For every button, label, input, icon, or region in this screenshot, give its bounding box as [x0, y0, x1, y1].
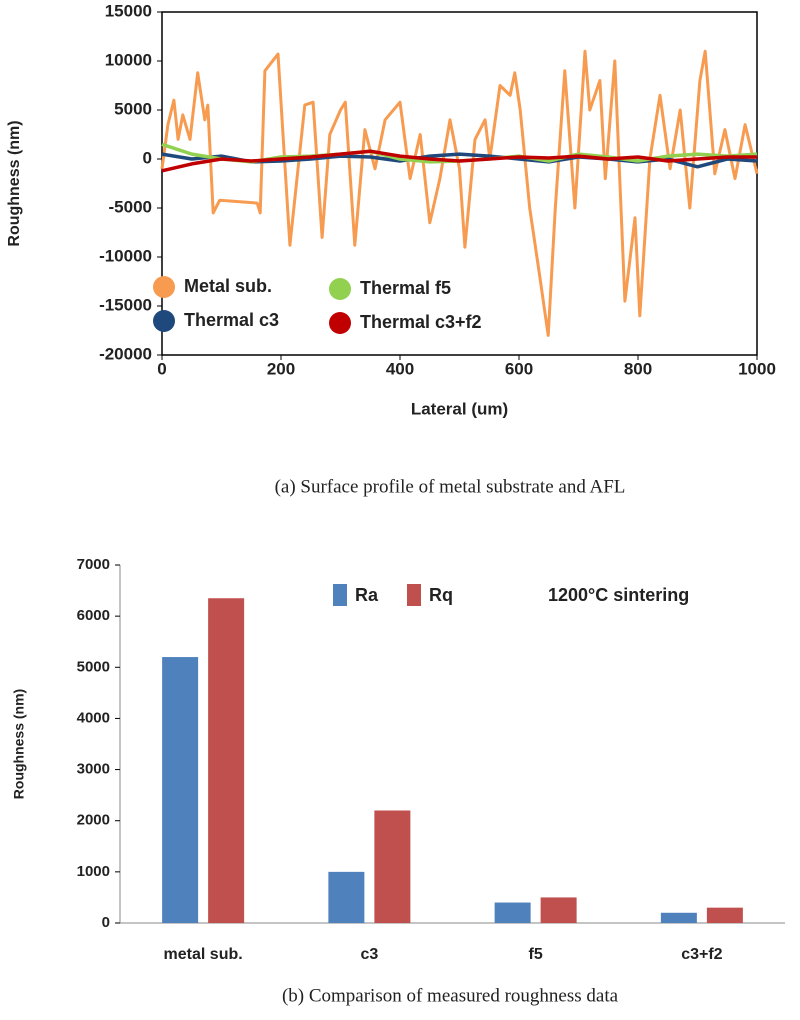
bar [540, 897, 577, 923]
plot-frame [161, 11, 758, 356]
x-tick-label: f5 [529, 946, 543, 963]
bar [208, 598, 245, 923]
y-tick-label: 3000 [77, 761, 110, 778]
y-tick-label: 2000 [77, 812, 110, 829]
x-tick-label: metal sub. [164, 946, 243, 963]
y-tick-label: 4000 [77, 709, 110, 726]
line-series [161, 149, 757, 173]
legend-label: Ra [355, 585, 379, 605]
y-tick-label: 1000 [77, 863, 110, 880]
x-tick-label: 600 [505, 359, 533, 378]
x-tick-label: c3 [360, 946, 378, 963]
legend-swatch [333, 584, 347, 606]
y-axis-title: Roughness (nm) [6, 120, 23, 246]
legend-marker [329, 312, 351, 334]
legend-marker [329, 278, 351, 300]
y-tick-label: 0 [102, 914, 110, 931]
caption: (a) Surface profile of metal substrate a… [275, 476, 626, 497]
y-tick-label: 5000 [114, 99, 152, 118]
x-tick-label: c3+f2 [681, 946, 722, 963]
bar [328, 871, 365, 923]
y-tick-label: -5000 [109, 197, 152, 216]
x-axis-title: Lateral (um) [411, 399, 508, 418]
y-tick-label: 5000 [77, 658, 110, 675]
x-tick-label: 0 [157, 359, 166, 378]
caption: (b) Comparison of measured roughness dat… [282, 985, 619, 1006]
legend-label: Thermal c3 [184, 310, 279, 330]
x-tick-label: 800 [624, 359, 652, 378]
y-tick-label: 10000 [105, 50, 152, 69]
legend-label: Thermal c3+f2 [360, 312, 482, 332]
legend-swatch [407, 584, 421, 606]
y-tick-label: -20000 [99, 344, 152, 363]
legend-label: Metal sub. [184, 276, 272, 296]
y-tick-label: 7000 [77, 556, 110, 573]
legend-marker [153, 310, 175, 332]
x-tick-label: 400 [386, 359, 414, 378]
bar [374, 810, 411, 923]
legend-label: Rq [429, 585, 453, 605]
legend-marker [153, 276, 175, 298]
bar [494, 902, 531, 923]
y-axis-title: Roughness (nm) [11, 689, 27, 799]
bar [706, 907, 743, 923]
bar [162, 657, 199, 923]
x-tick-label: 1000 [738, 359, 776, 378]
y-tick-label: -10000 [99, 246, 152, 265]
legend-label: Thermal f5 [360, 278, 451, 298]
x-tick-label: 200 [267, 359, 295, 378]
y-tick-label: 0 [143, 148, 152, 167]
y-tick-label: 15000 [105, 1, 152, 20]
y-tick-label: -15000 [99, 295, 152, 314]
y-tick-label: 6000 [77, 607, 110, 624]
bar [660, 912, 697, 923]
annotation: 1200°C sintering [548, 585, 689, 605]
